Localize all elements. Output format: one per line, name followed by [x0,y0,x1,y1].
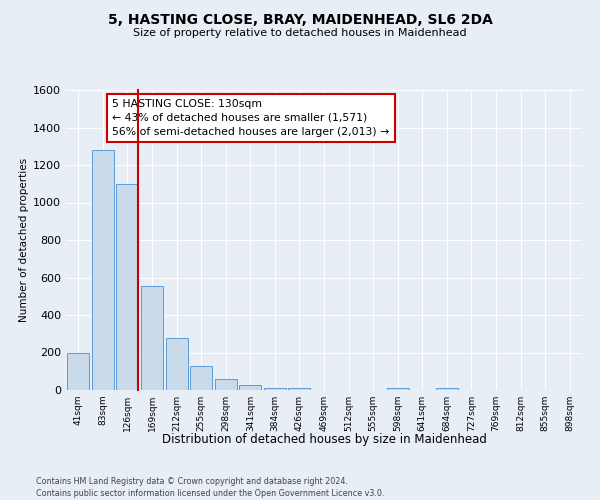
Bar [239,386,262,390]
Y-axis label: Number of detached properties: Number of detached properties [19,158,29,322]
Bar [67,352,89,390]
Text: Size of property relative to detached houses in Maidenhead: Size of property relative to detached ho… [133,28,467,38]
Bar [92,150,114,390]
Bar [190,366,212,390]
Bar [264,388,286,390]
Bar [386,388,409,390]
Bar [116,184,139,390]
Text: 5, HASTING CLOSE, BRAY, MAIDENHEAD, SL6 2DA: 5, HASTING CLOSE, BRAY, MAIDENHEAD, SL6 … [107,12,493,26]
Bar [215,379,237,390]
Text: Distribution of detached houses by size in Maidenhead: Distribution of detached houses by size … [161,432,487,446]
Bar [289,388,310,390]
Text: 5 HASTING CLOSE: 130sqm
← 43% of detached houses are smaller (1,571)
56% of semi: 5 HASTING CLOSE: 130sqm ← 43% of detache… [112,99,389,137]
Text: Contains public sector information licensed under the Open Government Licence v3: Contains public sector information licen… [36,489,385,498]
Bar [436,388,458,390]
Bar [166,338,188,390]
Text: Contains HM Land Registry data © Crown copyright and database right 2024.: Contains HM Land Registry data © Crown c… [36,478,348,486]
Bar [141,286,163,390]
